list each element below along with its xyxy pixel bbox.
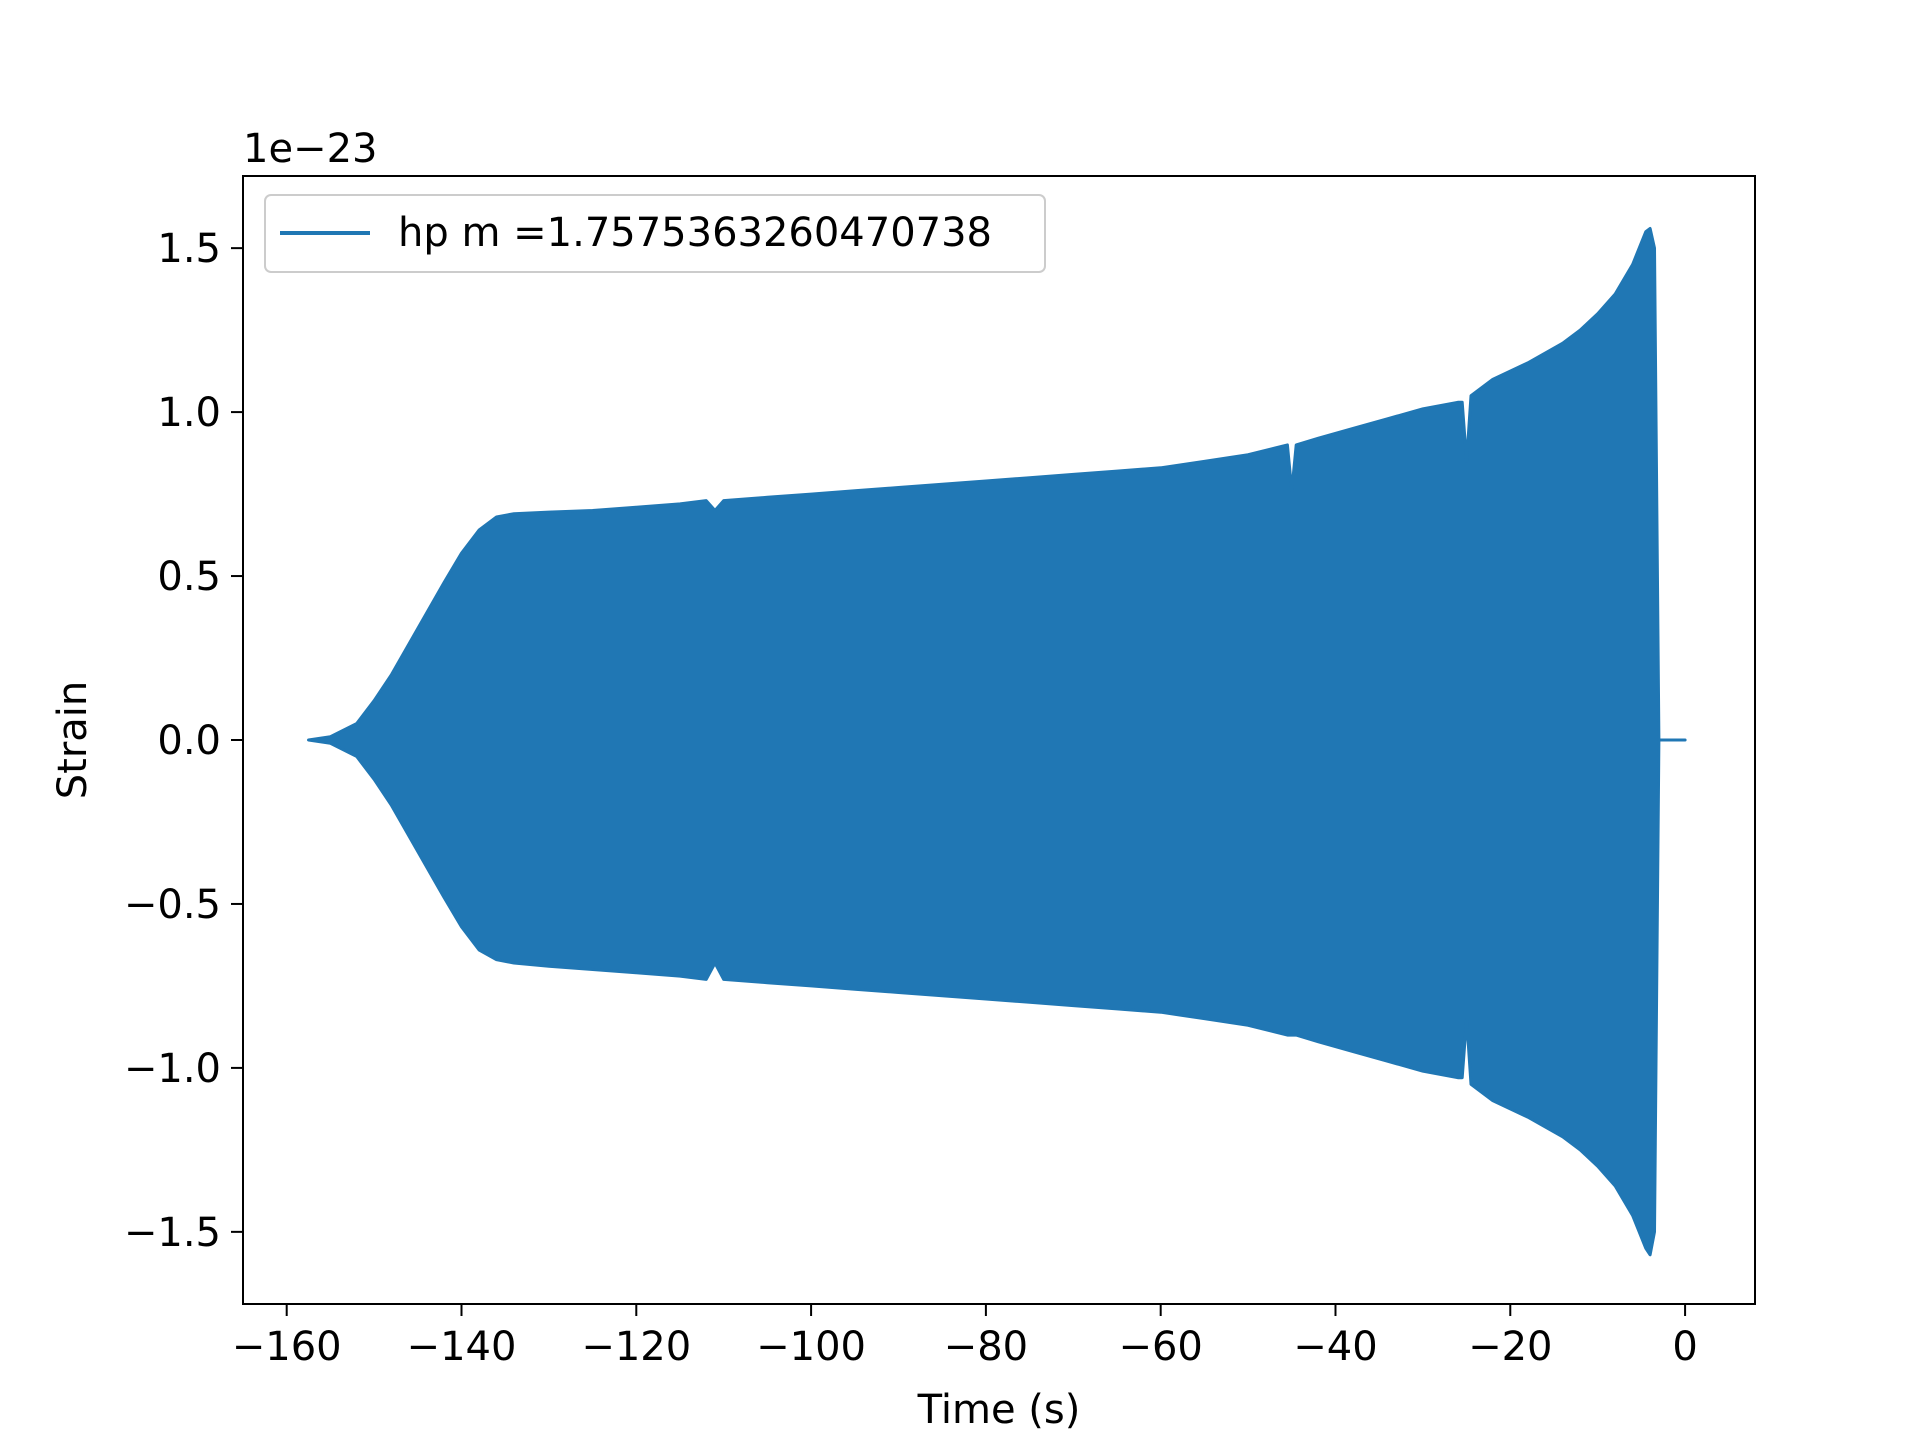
- x-tick-label: −40: [1293, 1324, 1377, 1370]
- x-tick-label: −100: [756, 1324, 866, 1370]
- y-tick-label: −0.5: [124, 882, 221, 928]
- legend-box: [264, 194, 1046, 273]
- y-tick-label: −1.0: [124, 1046, 221, 1092]
- legend-label: hp m =1.7575363260470738: [398, 210, 992, 256]
- y-axis: −1.5 −1.0 −0.5 0.0 0.5 1.0 1.5: [124, 226, 243, 1256]
- x-axis-label: Time (s): [917, 1387, 1081, 1433]
- x-tick-label: −160: [232, 1324, 342, 1370]
- x-axis: −160 −140 −120 −100 −80 −60 −40 −20 0: [232, 1304, 1698, 1370]
- y-tick-label: 0.5: [157, 554, 221, 600]
- x-tick-label: −80: [944, 1324, 1028, 1370]
- x-tick-label: −60: [1118, 1324, 1202, 1370]
- legend: hp m =1.7575363260470738: [264, 194, 1046, 273]
- y-tick-label: 1.0: [157, 390, 221, 436]
- y-axis-label: Strain: [50, 681, 96, 800]
- y-tick-label: 0.0: [157, 718, 221, 764]
- x-tick-label: −140: [407, 1324, 517, 1370]
- y-tick-label: −1.5: [124, 1210, 221, 1256]
- x-tick-label: −20: [1468, 1324, 1552, 1370]
- x-tick-label: 0: [1672, 1324, 1697, 1370]
- y-tick-label: 1.5: [157, 226, 221, 272]
- plot-area: [307, 227, 1687, 1257]
- series-envelope-0: [307, 227, 1687, 1257]
- x-tick-label: −120: [581, 1324, 691, 1370]
- y-offset-label: 1e−23: [243, 126, 377, 172]
